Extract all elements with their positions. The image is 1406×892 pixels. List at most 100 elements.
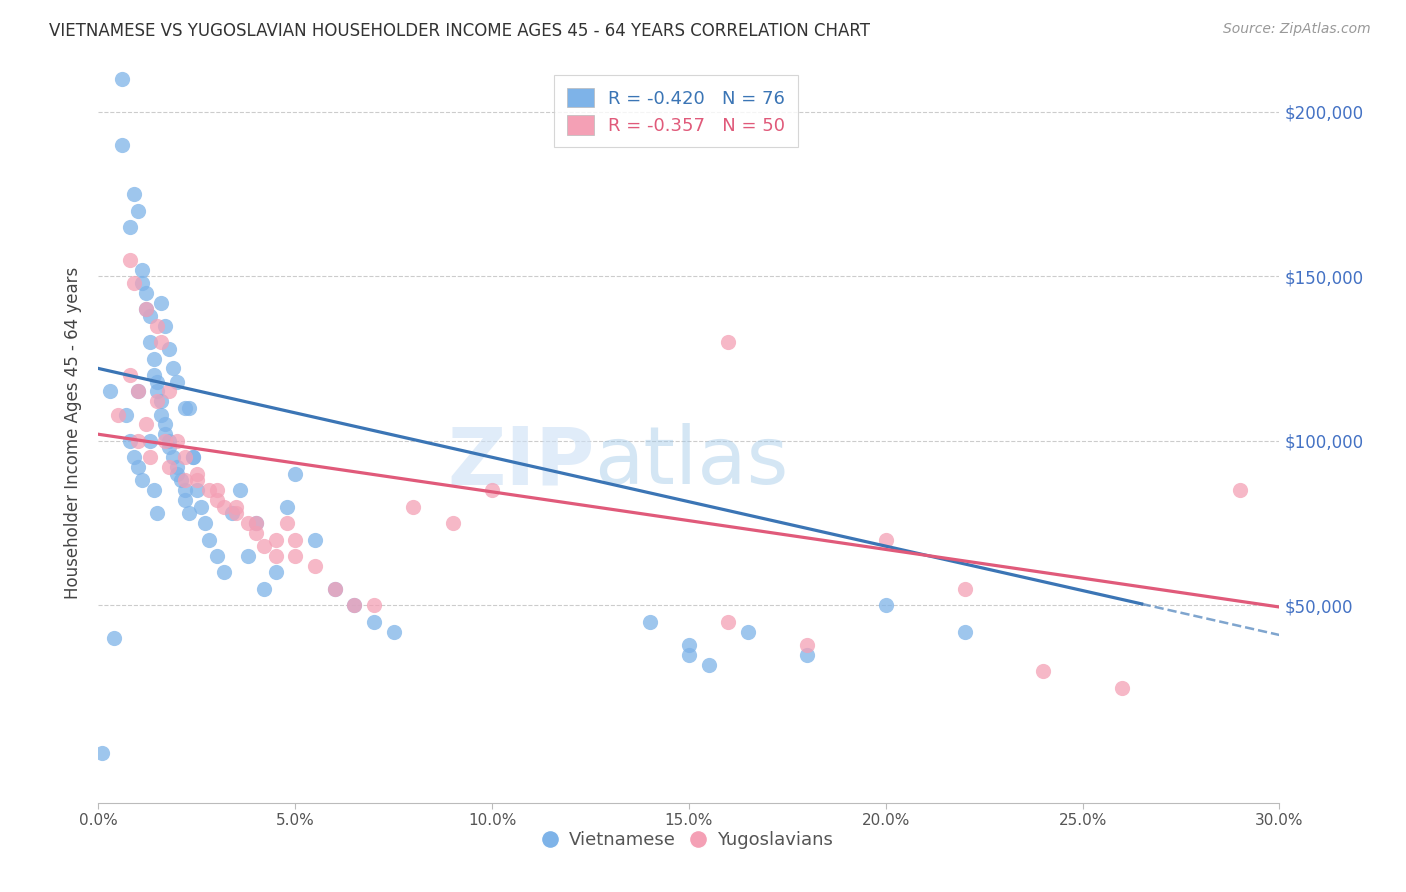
Point [131,262,153,277]
Point [229,483,252,498]
Point [323,582,346,596]
Point [135,302,157,317]
Point [146,375,169,389]
Point [214,500,236,514]
Point [186,483,208,498]
Point [118,252,141,267]
Point [150,408,173,422]
Point [166,434,188,448]
Point [127,203,149,218]
Point [245,516,267,530]
Text: atlas: atlas [595,423,789,501]
Point [138,309,160,323]
Point [131,473,153,487]
Point [150,335,173,350]
Point [166,460,188,475]
Point [363,599,385,613]
Point [111,71,134,86]
Point [343,599,366,613]
Point [245,526,267,541]
Point [737,624,759,639]
Point [142,483,165,498]
Point [166,375,188,389]
Point [186,467,208,481]
Point [103,632,125,646]
Point [276,500,298,514]
Point [127,434,149,448]
Point [98,384,121,399]
Point [155,434,177,448]
Point [127,460,149,475]
Point [142,351,165,366]
Point [174,493,197,508]
Point [170,473,193,487]
Point [157,384,180,399]
Point [181,450,204,465]
Point [135,417,157,432]
Point [717,615,740,629]
Point [214,566,236,580]
Point [953,582,976,596]
Point [157,460,180,475]
Point [174,401,197,415]
Point [157,342,180,356]
Point [174,483,197,498]
Point [953,624,976,639]
Point [253,539,276,553]
Point [190,500,212,514]
Point [284,549,307,563]
Point [142,368,165,382]
Point [157,434,180,448]
Point [162,361,184,376]
Point [363,615,385,629]
Point [205,483,228,498]
Point [131,276,153,290]
Point [146,506,169,520]
Point [146,318,169,333]
Point [796,648,818,662]
Point [221,506,243,520]
Point [284,467,307,481]
Point [115,408,138,422]
Point [638,615,661,629]
Point [717,335,740,350]
Text: Source: ZipAtlas.com: Source: ZipAtlas.com [1223,22,1371,37]
Text: ZIP: ZIP [447,423,595,501]
Point [135,302,157,317]
Point [177,401,200,415]
Point [118,219,141,234]
Point [155,427,177,442]
Point [118,368,141,382]
Point [236,549,259,563]
Point [177,506,200,520]
Point [343,599,366,613]
Point [174,450,197,465]
Point [111,137,134,152]
Point [1111,681,1133,695]
Point [150,295,173,310]
Point [186,473,208,487]
Point [697,657,720,672]
Point [197,483,219,498]
Point [678,638,700,652]
Point [264,549,287,563]
Point [796,638,818,652]
Point [253,582,276,596]
Point [264,566,287,580]
Point [127,384,149,399]
Point [402,500,425,514]
Y-axis label: Householder Income Ages 45 - 64 years: Householder Income Ages 45 - 64 years [65,267,83,599]
Point [146,384,169,399]
Point [875,533,897,547]
Point [181,450,204,465]
Point [205,493,228,508]
Point [441,516,464,530]
Point [138,450,160,465]
Point [205,549,228,563]
Point [1032,664,1054,678]
Point [1229,483,1251,498]
Point [135,285,157,300]
Point [122,276,145,290]
Point [146,394,169,409]
Point [150,394,173,409]
